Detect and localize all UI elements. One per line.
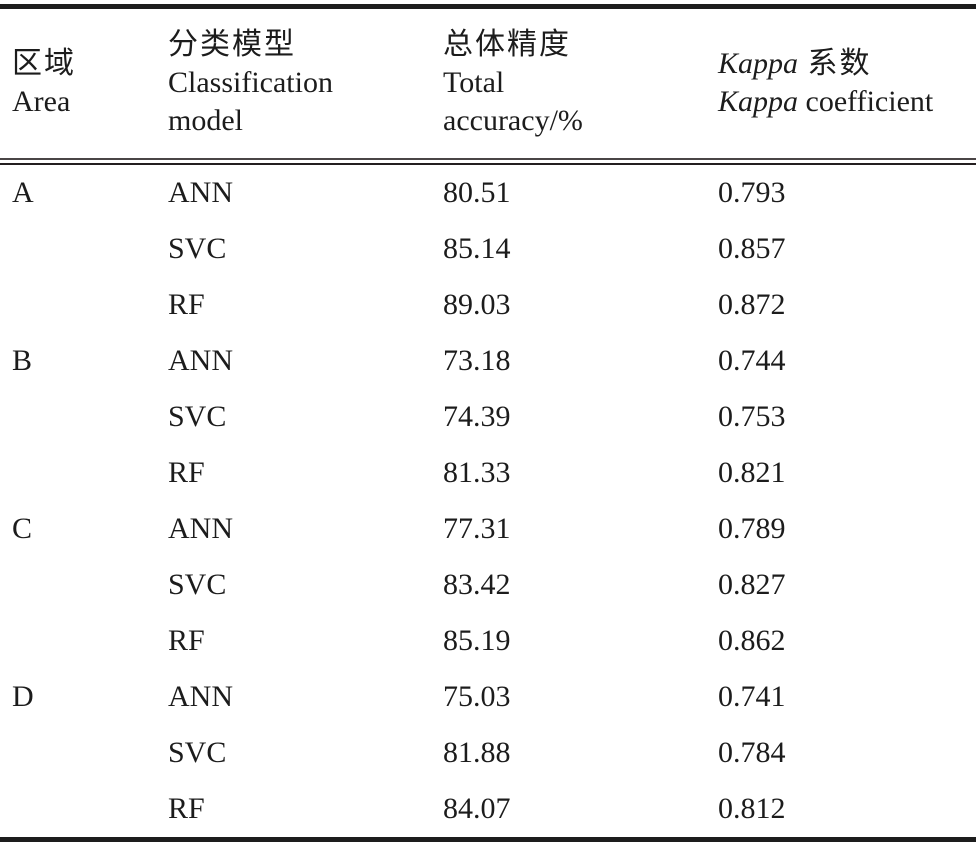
accuracy-cell: 84.07 [443,792,511,825]
table-row: RF 81.33 0.821 [0,445,976,501]
kappa-cell: 0.793 [718,176,786,209]
model-cell: SVC [168,400,227,433]
kappa-cell: 0.744 [718,344,786,377]
kappa-cell: 0.741 [718,680,786,713]
header-accuracy-en2: accuracy/% [443,104,583,137]
model-cell: SVC [168,736,227,769]
kappa-cell: 0.753 [718,400,786,433]
separator-line-bottom [0,163,976,165]
results-table: 区域 Area 分类模型 Classification model 总体精度 T… [0,4,976,842]
accuracy-cell: 73.18 [443,344,511,377]
header-accuracy-en1: Total [443,66,505,99]
accuracy-cell: 83.42 [443,568,511,601]
separator-gap [0,160,976,163]
model-cell: RF [168,456,205,489]
table-row: RF 85.19 0.862 [0,613,976,669]
table-bottom-rule [0,837,976,842]
table-row: SVC 85.14 0.857 [0,221,976,277]
separator-line-top [0,158,976,160]
header-model: 分类模型 Classification model [168,26,443,140]
area-cell: D [12,680,34,713]
header-area: 区域 Area [0,45,168,121]
table-row: RF 89.03 0.872 [0,277,976,333]
model-cell: ANN [168,680,233,713]
model-cell: RF [168,624,205,657]
kappa-en-rest: coefficient [798,85,934,118]
kappa-word-italic: Kappa [718,47,799,80]
kappa-word-italic-en: Kappa [718,85,799,118]
header-accuracy: 总体精度 Total accuracy/% [443,26,718,140]
model-cell: RF [168,288,205,321]
accuracy-cell: 74.39 [443,400,511,433]
model-cell: SVC [168,568,227,601]
accuracy-cell: 81.33 [443,456,511,489]
header-kappa-en-line: Kappa coefficient [718,83,976,121]
kappa-cell: 0.784 [718,736,786,769]
kappa-cell: 0.789 [718,512,786,545]
header-kappa-zh-line: Kappa 系数 [718,45,976,83]
kappa-cell: 0.812 [718,792,786,825]
kappa-cell: 0.821 [718,456,786,489]
table-header-row: 区域 Area 分类模型 Classification model 总体精度 T… [0,9,976,158]
model-cell: ANN [168,512,233,545]
header-separator-double-rule [0,158,976,165]
accuracy-cell: 75.03 [443,680,511,713]
accuracy-cell: 81.88 [443,736,511,769]
table-row: SVC 83.42 0.827 [0,557,976,613]
header-area-zh: 区域 [12,47,76,80]
model-cell: ANN [168,344,233,377]
header-model-en1: Classification [168,66,333,99]
kappa-cell: 0.872 [718,288,786,321]
header-kappa: Kappa 系数 Kappa coefficient [718,45,976,121]
accuracy-cell: 85.14 [443,232,511,265]
table-row: RF 84.07 0.812 [0,781,976,837]
kappa-cell: 0.862 [718,624,786,657]
area-cell: C [12,512,33,545]
header-accuracy-zh: 总体精度 [443,28,571,61]
table-row: D ANN 75.03 0.741 [0,669,976,725]
header-model-zh: 分类模型 [168,28,296,61]
kappa-cell: 0.827 [718,568,786,601]
accuracy-cell: 80.51 [443,176,511,209]
table-row: C ANN 77.31 0.789 [0,501,976,557]
table-row: SVC 74.39 0.753 [0,389,976,445]
area-cell: A [12,176,34,209]
model-cell: ANN [168,176,233,209]
kappa-zh-rest: 系数 [798,47,872,80]
table-row: B ANN 73.18 0.744 [0,333,976,389]
model-cell: SVC [168,232,227,265]
accuracy-cell: 85.19 [443,624,511,657]
accuracy-cell: 77.31 [443,512,511,545]
area-cell: B [12,344,33,377]
header-area-en: Area [12,85,71,118]
kappa-cell: 0.857 [718,232,786,265]
model-cell: RF [168,792,205,825]
accuracy-cell: 89.03 [443,288,511,321]
table-row: SVC 81.88 0.784 [0,725,976,781]
table-row: A ANN 80.51 0.793 [0,165,976,221]
header-model-en2: model [168,104,243,137]
table-top-rule [0,4,976,9]
